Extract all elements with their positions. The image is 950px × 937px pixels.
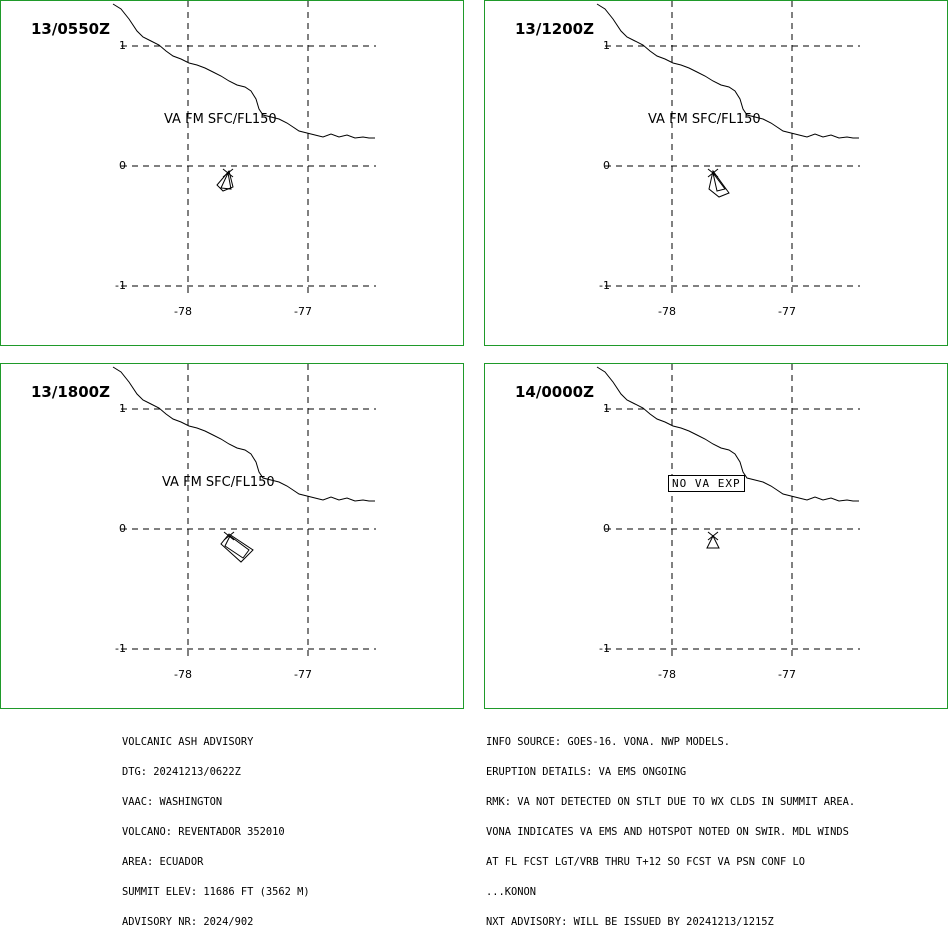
advisory-line: AREA: ECUADOR (122, 856, 204, 868)
lat-label-0: 0 (603, 522, 610, 535)
coastline (596, 366, 859, 502)
advisory-line: ERUPTION DETAILS: VA EMS ONGOING (486, 766, 687, 778)
coastline (112, 3, 375, 139)
grid-lines (605, 1, 860, 296)
lat-label-1: 1 (119, 39, 126, 52)
grid-lines (121, 1, 376, 296)
ash-forecast-polygon (220, 531, 254, 563)
map-graphic (112, 1, 376, 296)
grid-lines (605, 364, 860, 659)
map-panel-0000z: 14/0000Z 1 0 -1 -78 -77 NO VA EXP (484, 363, 948, 709)
lon-label-77: -77 (294, 305, 312, 318)
advisory-line: VAAC: WASHINGTON (122, 796, 223, 808)
advisory-line: SUMMIT ELEV: 11686 FT (3562 M) (122, 886, 310, 898)
panel-time: 14/0000Z (515, 383, 594, 401)
coastline (596, 3, 859, 139)
ash-forecast-polygon (216, 168, 234, 192)
panel-time: 13/0550Z (31, 20, 110, 38)
lon-label-78: -78 (174, 668, 192, 681)
lon-label-77: -77 (778, 305, 796, 318)
advisory-header-block: VOLCANIC ASH ADVISORY DTG: 20241213/0622… (122, 717, 310, 937)
lat-label-1: 1 (603, 39, 610, 52)
lat-label-minus1: -1 (599, 642, 610, 655)
map-panel-0550z: 13/0550Z 1 0 -1 -78 -77 VA FM SFC/FL150 (0, 0, 464, 346)
advisory-line: AT FL FCST LGT/VRB THRU T+12 SO FCST VA … (486, 856, 806, 868)
advisory-line: VOLCANIC ASH ADVISORY (122, 736, 254, 748)
map-panel-1800z: 13/1800Z 1 0 -1 -78 -77 VA FM SFC/FL150 (0, 363, 464, 709)
no-va-exp-box: NO VA EXP (668, 475, 745, 492)
lat-label-minus1: -1 (599, 279, 610, 292)
va-level-label: VA FM SFC/FL150 (164, 112, 277, 127)
lon-label-77: -77 (778, 668, 796, 681)
advisory-line: RMK: VA NOT DETECTED ON STLT DUE TO WX C… (486, 796, 856, 808)
coastline (112, 366, 375, 502)
lon-label-78: -78 (658, 668, 676, 681)
volcano-x-icon (706, 531, 720, 549)
lat-label-minus1: -1 (115, 642, 126, 655)
lon-label-77: -77 (294, 668, 312, 681)
lat-label-0: 0 (603, 159, 610, 172)
panel-time: 13/1200Z (515, 20, 594, 38)
lon-label-78: -78 (658, 305, 676, 318)
advisory-line: ADVISORY NR: 2024/902 (122, 916, 254, 928)
lat-label-1: 1 (603, 402, 610, 415)
map-graphic (596, 1, 860, 296)
lat-label-0: 0 (119, 522, 126, 535)
advisory-line: VOLCANO: REVENTADOR 352010 (122, 826, 285, 838)
advisory-line: INFO SOURCE: GOES-16. VONA. NWP MODELS. (486, 736, 730, 748)
va-level-label: VA FM SFC/FL150 (162, 475, 275, 490)
grid-lines (121, 364, 376, 659)
advisory-line: VONA INDICATES VA EMS AND HOTSPOT NOTED … (486, 826, 849, 838)
advisory-details-block: INFO SOURCE: GOES-16. VONA. NWP MODELS. … (486, 717, 855, 937)
va-level-label: VA FM SFC/FL150 (648, 112, 761, 127)
advisory-line: NXT ADVISORY: WILL BE ISSUED BY 20241213… (486, 916, 774, 928)
map-graphic (596, 364, 860, 659)
panel-time: 13/1800Z (31, 383, 110, 401)
map-panel-1200z: 13/1200Z 1 0 -1 -78 -77 VA FM SFC/FL150 (484, 0, 948, 346)
lat-label-0: 0 (119, 159, 126, 172)
ash-forecast-polygon (707, 168, 730, 198)
lat-label-1: 1 (119, 402, 126, 415)
lon-label-78: -78 (174, 305, 192, 318)
map-graphic (112, 364, 376, 659)
advisory-line: ...KONON (486, 886, 537, 898)
advisory-line: DTG: 20241213/0622Z (122, 766, 241, 778)
lat-label-minus1: -1 (115, 279, 126, 292)
